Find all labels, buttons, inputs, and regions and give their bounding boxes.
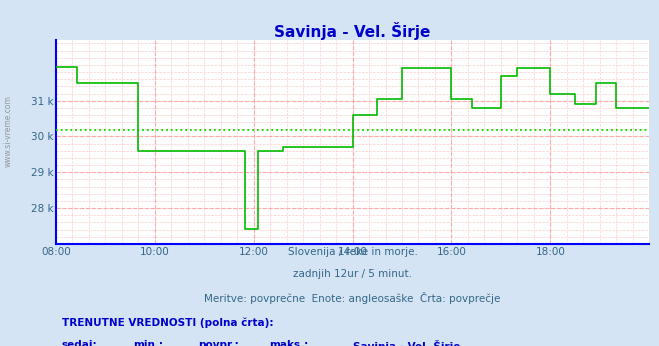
Text: maks.:: maks.: — [270, 340, 309, 346]
Text: Savinja - Vel. Širje: Savinja - Vel. Širje — [274, 22, 431, 40]
Text: Slovenija / reke in morje.: Slovenija / reke in morje. — [287, 247, 418, 257]
Text: min.:: min.: — [133, 340, 163, 346]
Text: Meritve: povprečne  Enote: angleosaške  Črta: povprečje: Meritve: povprečne Enote: angleosaške Čr… — [204, 292, 501, 304]
Text: TRENUTNE VREDNOSTI (polna črta):: TRENUTNE VREDNOSTI (polna črta): — [62, 317, 273, 328]
Text: sedaj:: sedaj: — [62, 340, 98, 346]
Text: zadnjih 12ur / 5 minut.: zadnjih 12ur / 5 minut. — [293, 270, 412, 280]
Text: Savinja - Vel. Širje: Savinja - Vel. Širje — [353, 340, 460, 346]
Text: www.si-vreme.com: www.si-vreme.com — [3, 95, 13, 167]
Text: povpr.:: povpr.: — [198, 340, 239, 346]
